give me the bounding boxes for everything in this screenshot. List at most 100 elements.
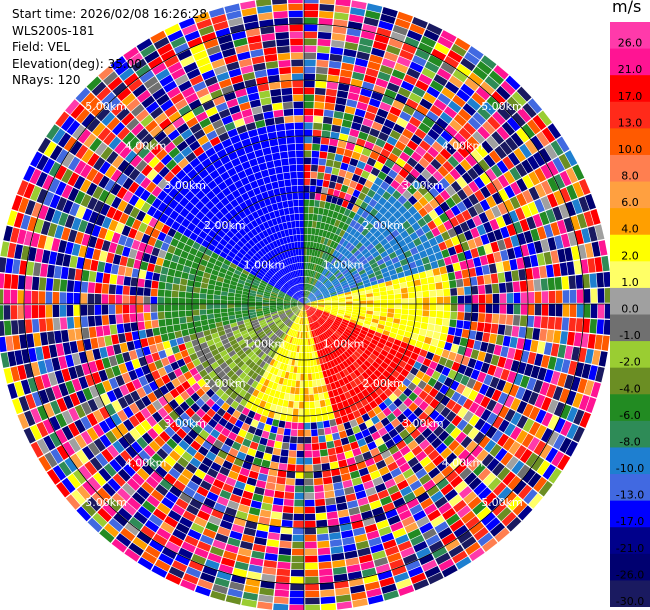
- velocity-gate: [416, 516, 430, 528]
- velocity-gate: [351, 314, 359, 319]
- velocity-gate: [279, 340, 285, 348]
- velocity-gate: [304, 317, 307, 325]
- velocity-gate: [291, 344, 296, 352]
- velocity-gate: [291, 358, 296, 366]
- velocity-gate: [493, 344, 503, 356]
- velocity-gate: [393, 339, 402, 347]
- velocity-gate: [397, 540, 412, 552]
- velocity-gate: [419, 522, 434, 534]
- velocity-gate: [377, 323, 385, 330]
- velocity-gate: [445, 538, 461, 552]
- velocity-gate: [476, 506, 491, 521]
- velocity-gate: [317, 386, 323, 394]
- velocity-gate: [527, 242, 537, 256]
- velocity-gate: [490, 273, 499, 284]
- velocity-gate: [366, 157, 377, 167]
- velocity-gate: [511, 325, 520, 337]
- velocity-gate: [419, 250, 428, 259]
- velocity-gate: [359, 304, 367, 308]
- velocity-gate: [437, 223, 447, 234]
- velocity-gate: [454, 163, 467, 176]
- velocity-gate: [399, 111, 412, 122]
- velocity-gate: [182, 573, 199, 585]
- velocity-gate: [315, 291, 322, 297]
- velocity-gate: [582, 274, 590, 289]
- velocity-gate: [336, 273, 344, 280]
- velocity-gate: [519, 448, 533, 464]
- velocity-gate: [305, 290, 308, 298]
- velocity-gate: [521, 204, 532, 218]
- velocity-gate: [514, 445, 527, 460]
- velocity-gate: [304, 297, 306, 304]
- velocity-gate: [344, 550, 358, 560]
- velocity-gate: [457, 304, 465, 312]
- velocity-gate: [263, 355, 270, 363]
- velocity-gate: [290, 576, 304, 584]
- velocity-gate: [394, 174, 405, 184]
- velocity-gate: [296, 443, 304, 451]
- velocity-gate: [317, 307, 324, 311]
- velocity-gate: [309, 241, 314, 249]
- velocity-gate: [519, 143, 532, 159]
- velocity-gate: [353, 275, 361, 282]
- velocity-gate: [465, 541, 481, 556]
- velocity-gate: [561, 317, 570, 331]
- velocity-gate: [478, 285, 486, 295]
- velocity-gate: [304, 157, 312, 165]
- velocity-gate: [402, 210, 412, 220]
- velocity-gate: [315, 512, 327, 521]
- velocity-gate: [326, 283, 333, 289]
- velocity-gate: [521, 123, 536, 139]
- velocity-gate: [306, 269, 310, 277]
- velocity-gate: [329, 461, 339, 470]
- velocity-gate: [334, 251, 341, 259]
- velocity-gate: [445, 185, 456, 197]
- velocity-gate: [471, 285, 479, 295]
- velocity-gate: [329, 248, 335, 256]
- velocity-gate: [338, 221, 345, 229]
- velocity-gate: [392, 243, 401, 252]
- velocity-gate: [352, 239, 360, 247]
- velocity-gate: [255, 374, 262, 383]
- velocity-gate: [578, 178, 591, 195]
- velocity-gate: [241, 304, 249, 308]
- velocity-gate: [326, 405, 333, 413]
- velocity-gate: [513, 304, 521, 315]
- velocity-gate: [307, 262, 311, 270]
- velocity-gate: [516, 400, 528, 415]
- velocity-gate: [335, 285, 342, 290]
- velocity-gate: [167, 332, 176, 341]
- velocity-gate: [295, 331, 299, 338]
- velocity-gate: [444, 55, 459, 69]
- velocity-gate: [518, 269, 527, 281]
- velocity-gate: [482, 472, 497, 486]
- velocity-gate: [310, 297, 316, 301]
- velocity-gate: [390, 521, 404, 532]
- velocity-gate: [510, 397, 521, 411]
- velocity-gate: [445, 264, 454, 273]
- velocity-gate: [407, 216, 417, 226]
- velocity-gate: [301, 310, 303, 318]
- velocity-gate: [305, 555, 318, 563]
- velocity-gate: [136, 287, 144, 296]
- velocity-gate: [543, 251, 553, 265]
- velocity-gate: [401, 418, 412, 429]
- velocity-gate: [585, 193, 596, 210]
- velocity-gate: [347, 323, 355, 329]
- velocity-gate: [387, 515, 401, 526]
- velocity-gate: [351, 353, 359, 361]
- velocity-gate: [530, 340, 539, 353]
- velocity-gate: [5, 258, 14, 274]
- velocity-gate: [304, 59, 316, 67]
- velocity-gate: [406, 320, 415, 327]
- velocity-gate: [400, 485, 413, 497]
- velocity-gate: [150, 296, 158, 304]
- velocity-gate: [457, 406, 468, 419]
- velocity-gate: [350, 513, 362, 523]
- velocity-gate: [504, 408, 516, 422]
- velocity-gate: [313, 235, 319, 243]
- velocity-gate: [596, 319, 605, 335]
- velocity-gate: [186, 445, 198, 457]
- velocity-gate: [115, 285, 123, 295]
- velocity-gate: [318, 335, 323, 342]
